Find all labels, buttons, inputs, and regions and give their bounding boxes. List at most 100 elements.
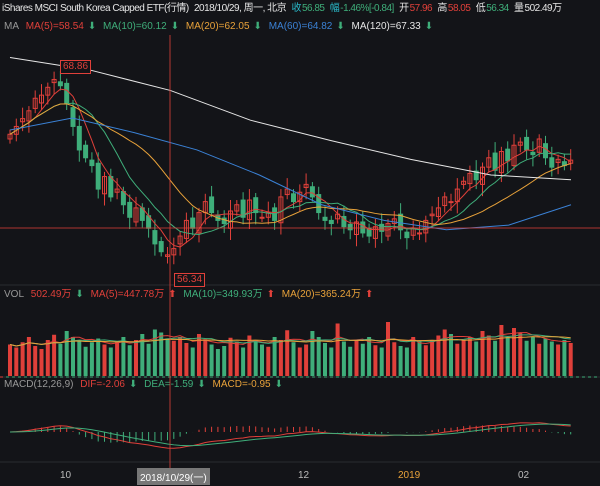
candle — [568, 159, 574, 164]
candle — [435, 207, 441, 217]
candle — [70, 107, 76, 127]
open-label: 开 — [399, 3, 409, 14]
volume-bar — [449, 334, 453, 376]
candle — [259, 216, 265, 219]
ma5-line — [9, 88, 571, 248]
candle — [83, 144, 89, 159]
candle — [108, 176, 114, 198]
volume-bar — [247, 335, 252, 376]
volume-bar — [430, 340, 435, 376]
candle — [177, 235, 183, 245]
volume-bar — [272, 337, 277, 376]
volume-bar — [499, 325, 504, 376]
volume-bar — [14, 347, 19, 376]
header-bar: iShares MSCI South Korea Capped ETF(行情) … — [2, 2, 565, 16]
volume-bar — [404, 347, 409, 376]
date: 2018/10/29, 周一, 北京 — [193, 3, 287, 14]
candle — [328, 219, 334, 225]
volume-bar — [108, 347, 113, 376]
volume-bar — [184, 343, 189, 376]
volume-bar — [354, 340, 359, 376]
volume-bar — [335, 323, 340, 376]
ma120-line — [9, 57, 572, 181]
candle — [190, 217, 196, 229]
volume-bar — [102, 344, 107, 376]
volume-bar — [568, 343, 573, 376]
candle — [536, 138, 542, 153]
candle — [372, 226, 378, 239]
volume-bar — [52, 334, 57, 376]
volume-bar — [45, 340, 50, 376]
volume-bar — [442, 329, 447, 376]
vol-ma5-line — [9, 332, 571, 347]
ma60-line — [9, 117, 572, 231]
volume-bar — [146, 343, 151, 376]
volume-bar — [8, 344, 12, 376]
volume-bar — [373, 345, 378, 376]
low-value: 56.34 — [486, 3, 509, 14]
volume-bar — [537, 343, 542, 376]
x-tick-label: 02 — [518, 470, 530, 481]
candle — [265, 212, 271, 218]
macd-label: MACD(12,26,9) — [4, 379, 74, 390]
volume-bar — [127, 345, 132, 376]
volume-bar — [341, 341, 346, 376]
candle — [152, 230, 158, 245]
volume-bar — [291, 342, 296, 376]
candle — [13, 125, 19, 135]
high-marker: 68.86 — [60, 60, 92, 74]
volume-bar — [493, 340, 498, 376]
candle — [32, 97, 38, 109]
vol-current: 502.49万 — [30, 289, 72, 300]
volume-bar — [140, 334, 145, 376]
macd-legend: MACD(12,26,9) DIF=-2.06 ⬇ DEA=-1.59 ⬇ MACD… — [4, 379, 284, 390]
candle — [404, 231, 410, 239]
instrument-title: iShares MSCI South Korea Capped ETF(行情) — [2, 3, 189, 14]
volume-bar — [486, 335, 491, 376]
high-label: 高 — [437, 3, 447, 14]
candle — [95, 162, 101, 190]
candle — [417, 232, 422, 235]
candle — [158, 241, 164, 253]
dea-line — [9, 423, 571, 447]
volume-bar — [329, 347, 334, 376]
volume-bar — [222, 346, 227, 376]
ma5-value: MA(5)=58.54 — [25, 21, 84, 32]
volume-bar — [461, 340, 466, 376]
candle — [347, 223, 353, 231]
candle — [524, 136, 530, 151]
candle — [26, 110, 32, 122]
volume-bar — [398, 346, 403, 376]
volume-bar — [171, 340, 176, 376]
ma120-value: MA(120)=67.33 — [351, 21, 421, 32]
volume-bar — [115, 341, 120, 376]
ma-label: MA — [4, 21, 19, 32]
volume-bar — [436, 335, 441, 376]
candle — [291, 193, 296, 203]
candle — [127, 201, 133, 218]
vol-ma10-line — [9, 334, 571, 347]
volume-bar — [241, 347, 246, 376]
candle — [517, 141, 523, 146]
volume-bar — [474, 341, 479, 376]
volume-bar — [197, 334, 201, 376]
candle — [303, 183, 309, 189]
candle — [171, 248, 177, 256]
volume-bar — [39, 349, 44, 376]
vol-ma20-line — [9, 336, 571, 347]
volume-bar — [228, 337, 233, 376]
vol-ma20: MA(20)=365.24万 — [281, 289, 361, 300]
dif-line — [9, 422, 571, 449]
volume-bar — [203, 339, 208, 376]
candle — [114, 188, 120, 193]
candle — [183, 219, 189, 239]
volume-bar — [348, 346, 353, 376]
vol-legend: VOL 502.49万 ⬇ MA(5)=447.78万 ⬆ MA(10)=349.9… — [4, 289, 374, 300]
candle — [530, 151, 536, 156]
volume-bar — [297, 347, 302, 376]
volume-bar — [89, 342, 94, 376]
volume-bar — [392, 342, 397, 376]
candle — [486, 157, 492, 168]
candle — [429, 213, 435, 217]
